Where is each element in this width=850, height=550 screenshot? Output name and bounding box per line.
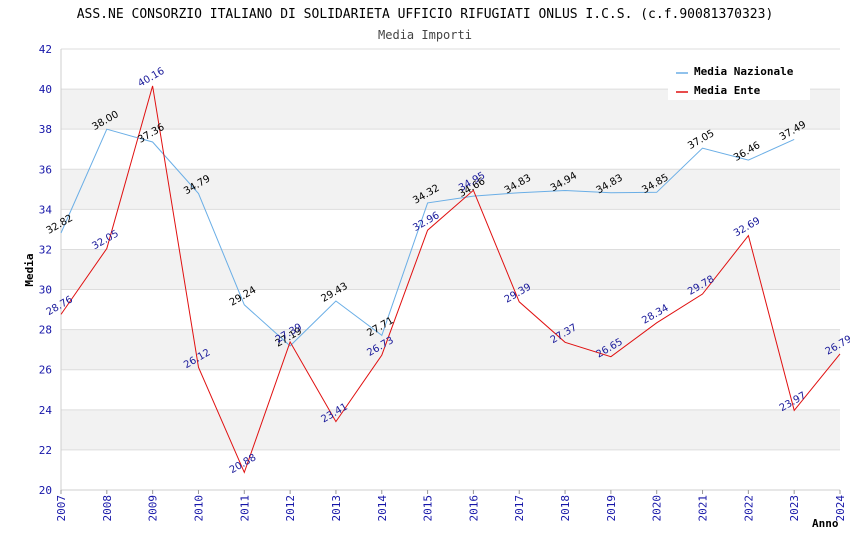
y-tick-label: 30 bbox=[39, 284, 52, 297]
y-tick-label: 32 bbox=[39, 243, 52, 256]
legend-background bbox=[668, 58, 810, 100]
y-tick-label: 28 bbox=[39, 324, 52, 337]
legend-label-media-nazionale: Media Nazionale bbox=[694, 65, 794, 78]
y-tick-label: 40 bbox=[39, 83, 52, 96]
y-tick-label: 42 bbox=[39, 43, 52, 56]
chart-title: ASS.NE CONSORZIO ITALIANO DI SOLIDARIETA… bbox=[77, 7, 774, 22]
x-tick-label: 2021 bbox=[697, 495, 710, 522]
x-tick-label: 2013 bbox=[330, 495, 343, 522]
x-tick-labels: 2007 2008 2009 2010 2011 2012 2013 2014 2015 2016… bbox=[55, 490, 847, 522]
x-tick-label: 2020 bbox=[651, 495, 664, 522]
data-label-media-nazionale: 37.05 bbox=[686, 128, 716, 152]
data-label-media-nazionale: 32.82 bbox=[45, 213, 75, 237]
x-tick-label: 2007 bbox=[55, 495, 68, 522]
y-tick-label: 20 bbox=[39, 484, 52, 497]
y-tick-labels: 20 22 24 26 28 30 32 34 36 38 40 42 bbox=[39, 43, 53, 497]
data-label-media-ente: 28.34 bbox=[640, 303, 670, 327]
x-tick-label: 2015 bbox=[422, 495, 435, 522]
series-line-media-ente bbox=[60, 85, 841, 474]
x-tick-label: 2017 bbox=[513, 495, 526, 522]
band-30 bbox=[61, 249, 840, 290]
x-tick-label: 2010 bbox=[192, 495, 205, 522]
y-tick-label: 34 bbox=[39, 203, 53, 216]
x-axis-title: Anno bbox=[812, 517, 839, 530]
axes bbox=[60, 49, 840, 491]
x-tick-label: 2009 bbox=[147, 495, 160, 522]
band-34 bbox=[61, 169, 840, 210]
x-tick-label: 2022 bbox=[742, 495, 755, 522]
y-tick-label: 38 bbox=[39, 123, 52, 136]
data-label-media-ente: 28.76 bbox=[45, 294, 75, 318]
band-22 bbox=[61, 409, 840, 450]
legend-label-media-ente: Media Ente bbox=[694, 84, 761, 97]
chart-subtitle: Media Importi bbox=[378, 28, 472, 42]
y-tick-label: 36 bbox=[39, 163, 52, 176]
series-line-media-nazionale bbox=[60, 128, 795, 347]
x-tick-label: 2018 bbox=[559, 495, 572, 522]
x-tick-label: 2011 bbox=[238, 495, 251, 522]
data-label-media-ente: 32.05 bbox=[90, 228, 120, 252]
y-tick-label: 22 bbox=[39, 444, 52, 457]
series-lines bbox=[60, 85, 841, 474]
data-label-media-ente: 20.88 bbox=[228, 452, 258, 476]
data-label-media-ente: 40.16 bbox=[136, 66, 166, 90]
x-tick-label: 2019 bbox=[605, 495, 618, 522]
band-26 bbox=[61, 329, 840, 370]
legend: Media Nazionale Media Ente bbox=[668, 58, 810, 100]
x-tick-label: 2012 bbox=[284, 495, 297, 522]
x-tick-label: 2014 bbox=[376, 495, 389, 522]
y-axis-title: Media bbox=[23, 253, 36, 286]
x-tick-label: 2008 bbox=[101, 495, 114, 522]
x-tick-label: 2016 bbox=[467, 495, 480, 522]
y-tick-label: 26 bbox=[39, 364, 52, 377]
data-label-media-ente: 32.69 bbox=[732, 216, 762, 240]
x-tick-label: 2024 bbox=[834, 495, 847, 522]
x-tick-label: 2023 bbox=[788, 495, 801, 522]
y-tick-label: 24 bbox=[39, 404, 53, 417]
background-bands bbox=[61, 89, 840, 450]
data-label-media-ente: 32.96 bbox=[411, 210, 441, 234]
